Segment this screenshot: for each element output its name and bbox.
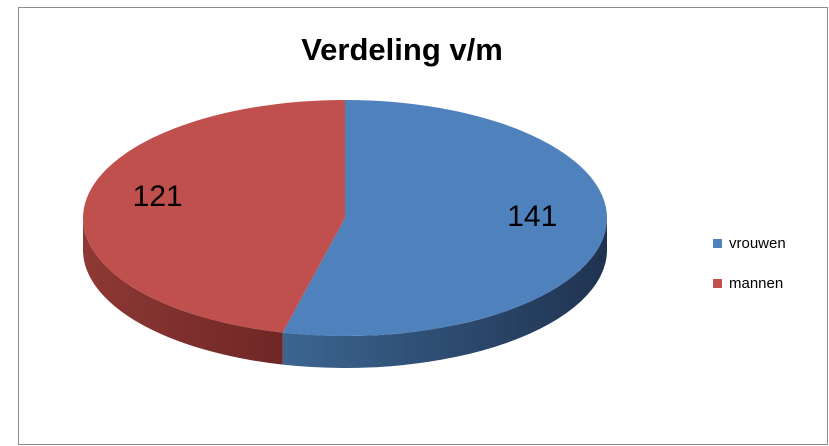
- chart-title: Verdeling v/m: [301, 32, 503, 67]
- legend-swatch: [713, 239, 722, 248]
- legend-label: mannen: [729, 275, 783, 292]
- data-label: 141: [507, 200, 557, 233]
- legend-label: vrouwen: [729, 235, 786, 252]
- legend-swatch: [713, 279, 722, 288]
- slice-side: [282, 218, 607, 369]
- legend: vrouwen mannen: [713, 235, 786, 292]
- data-label: 121: [133, 180, 183, 213]
- slice: [83, 100, 345, 333]
- slice: [282, 100, 608, 336]
- pie: 141 121: [83, 100, 608, 369]
- slice-side: [83, 218, 283, 365]
